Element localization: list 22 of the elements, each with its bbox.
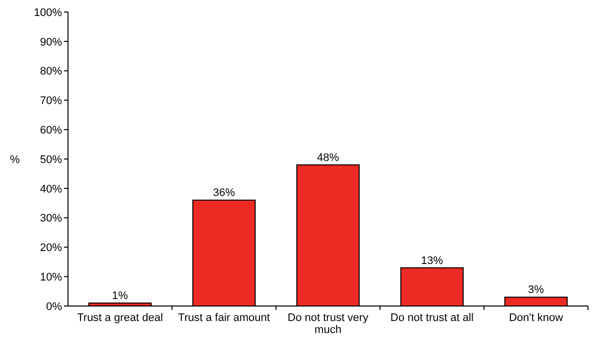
y-tick-label: 10% xyxy=(40,271,62,284)
x-tick-label: Do not trust very much xyxy=(288,312,369,336)
y-tick-label: 50% xyxy=(40,154,62,166)
y-tick-label: 90% xyxy=(40,36,62,48)
x-tick-label: Trust a great deal xyxy=(77,312,163,324)
data-label: 36% xyxy=(212,187,236,200)
y-tick-label: 100% xyxy=(34,6,62,19)
y-tick-label: 30% xyxy=(40,212,62,225)
y-tick-label: 60% xyxy=(40,124,62,136)
data-label: 48% xyxy=(316,152,340,164)
data-label: 13% xyxy=(420,254,444,267)
data-label: 1% xyxy=(112,290,128,302)
x-tick-label: Trust a fair amount xyxy=(178,312,270,324)
x-tick-label: Do not trust at all xyxy=(390,312,474,324)
y-tick-label: 80% xyxy=(40,66,62,78)
y-tick-label: 70% xyxy=(40,95,62,108)
y-tick-label: 0% xyxy=(46,300,62,313)
y-tick-label: 20% xyxy=(40,242,62,254)
x-tick-label: Don't know xyxy=(508,312,564,324)
data-label: 3% xyxy=(528,284,544,296)
y-axis-title: % xyxy=(10,154,20,166)
y-tick-label: 40% xyxy=(40,183,62,196)
